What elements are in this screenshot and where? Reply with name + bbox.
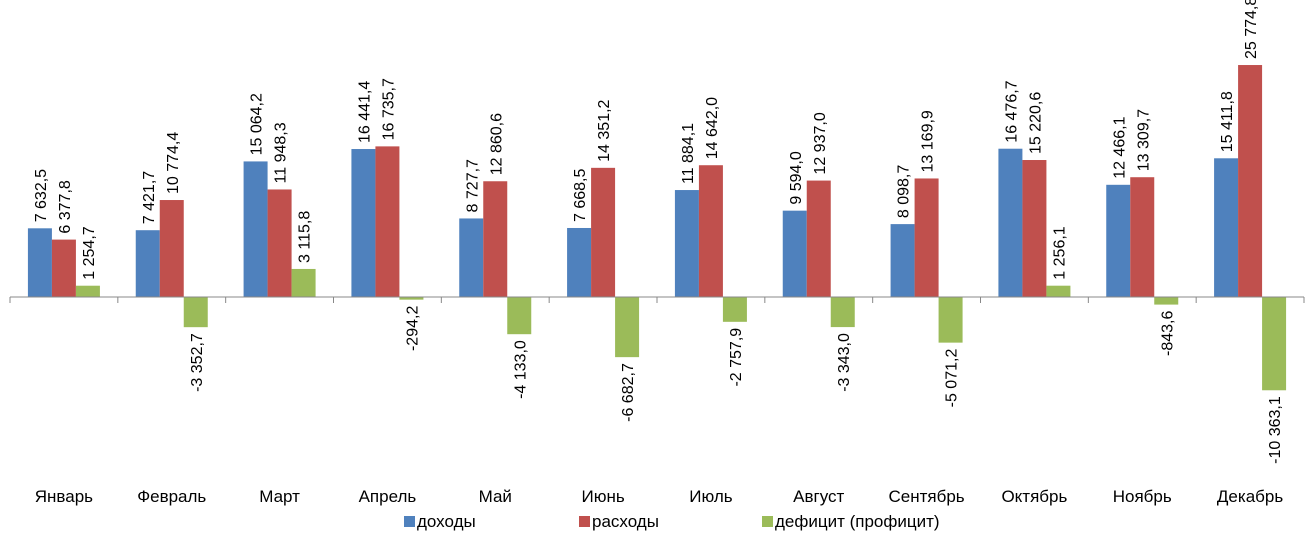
bar-deficit <box>722 297 747 322</box>
category-label: Август <box>793 487 844 506</box>
bar-expense <box>806 180 831 297</box>
bar-expense <box>1130 177 1155 297</box>
data-label: 1 254,7 <box>81 226 98 279</box>
category-label: Сентябрь <box>888 487 964 506</box>
data-label: -3 352,7 <box>189 333 206 392</box>
bar-expense <box>698 165 723 297</box>
bar-deficit <box>1154 297 1179 305</box>
legend-swatch <box>404 516 415 527</box>
bar-deficit <box>1262 297 1287 391</box>
data-label: 1 256,1 <box>1051 226 1068 279</box>
data-label: 6 377,8 <box>57 180 74 233</box>
data-label: 16 476,7 <box>1003 80 1020 142</box>
bar-deficit <box>75 285 100 297</box>
bar-expense <box>591 167 616 297</box>
data-label: 15 220,6 <box>1027 92 1044 154</box>
data-label: -843,6 <box>1159 310 1176 355</box>
category-label: Декабрь <box>1217 487 1283 506</box>
category-label: Февраль <box>137 487 206 506</box>
data-label: 25 774,8 <box>1243 0 1260 59</box>
data-label: 8 727,7 <box>464 159 481 212</box>
bar-income <box>351 149 376 297</box>
bar-income <box>890 224 915 297</box>
data-label: 11 948,3 <box>273 122 290 183</box>
data-label: -294,2 <box>404 306 421 351</box>
legend-label: доходы <box>417 512 476 531</box>
legend-label: расходы <box>592 512 659 531</box>
data-label: -5 071,2 <box>944 349 961 408</box>
data-label: -2 757,9 <box>728 328 745 387</box>
data-label: 15 411,8 <box>1219 91 1236 152</box>
bar-expense <box>1238 65 1263 298</box>
bar-income <box>135 230 160 297</box>
bar-income <box>1214 158 1239 297</box>
bar-income <box>27 228 52 297</box>
legend-swatch <box>762 516 773 527</box>
bar-expense <box>914 178 939 297</box>
category-label: Апрель <box>359 487 417 506</box>
bar-deficit <box>507 297 532 335</box>
category-label: Январь <box>35 487 93 506</box>
bar-income <box>243 161 268 297</box>
data-labels-group: 7 632,5 6 377,8 1 254,7 7 421,7 10 774,4 -3 3… <box>33 0 1284 464</box>
data-label: 11 884,1 <box>680 123 697 184</box>
bar-expense <box>267 189 292 297</box>
bar-expense <box>483 181 508 297</box>
bar-expense <box>1022 160 1047 297</box>
data-label: 15 064,2 <box>249 93 266 155</box>
data-label: 10 774,4 <box>165 132 182 194</box>
data-label: -10 363,1 <box>1267 396 1284 464</box>
category-labels-group: Январь Февраль Март Апрель Май Июнь Июль Август… <box>35 487 1284 506</box>
data-label: 13 309,7 <box>1135 109 1152 171</box>
x-axis-ticks <box>9 297 1305 303</box>
bar-deficit <box>183 297 208 328</box>
category-label: Июнь <box>581 487 624 506</box>
data-label: 14 351,2 <box>596 99 613 161</box>
category-label: Май <box>479 487 512 506</box>
data-label: -3 343,0 <box>836 333 853 392</box>
data-label: 12 860,6 <box>488 113 505 175</box>
legend-swatch <box>579 516 590 527</box>
bar-income <box>998 148 1023 297</box>
bar-expense <box>375 146 400 297</box>
bar-deficit <box>830 297 855 328</box>
bar-deficit <box>291 268 316 297</box>
category-label: Июль <box>689 487 733 506</box>
bar-expense <box>159 200 184 297</box>
data-label: 8 098,7 <box>896 165 913 218</box>
bar-deficit <box>615 297 640 358</box>
bar-deficit <box>1046 285 1071 297</box>
data-label: 3 115,8 <box>297 211 314 263</box>
data-label: 14 642,0 <box>704 97 721 159</box>
bars-group <box>27 65 1287 391</box>
bar-income <box>567 227 592 297</box>
data-label: 7 668,5 <box>572 168 589 221</box>
legend: доходы расходы дефицит (профицит) <box>404 512 940 531</box>
data-label: 16 735,7 <box>380 78 397 140</box>
category-label: Октябрь <box>1001 487 1067 506</box>
category-label: Ноябрь <box>1113 487 1172 506</box>
bar-deficit <box>399 297 424 300</box>
data-label: 12 937,0 <box>812 112 829 174</box>
bar-income <box>459 218 484 297</box>
data-label: 7 632,5 <box>33 169 50 222</box>
data-label: 12 466,1 <box>1111 116 1128 178</box>
data-label: -4 133,0 <box>512 340 529 399</box>
data-label: 7 421,7 <box>141 171 158 224</box>
bar-income <box>1106 184 1131 297</box>
bar-expense <box>51 239 76 297</box>
bar-deficit <box>938 297 963 343</box>
data-label: -6 682,7 <box>620 363 637 422</box>
data-label: 13 169,9 <box>920 110 937 172</box>
bar-income <box>674 190 699 297</box>
bar-income <box>782 210 807 297</box>
category-label: Март <box>259 487 300 506</box>
legend-label: дефицит (профицит) <box>775 512 940 531</box>
data-label: 9 594,0 <box>788 151 805 204</box>
data-label: 16 441,4 <box>356 81 373 143</box>
